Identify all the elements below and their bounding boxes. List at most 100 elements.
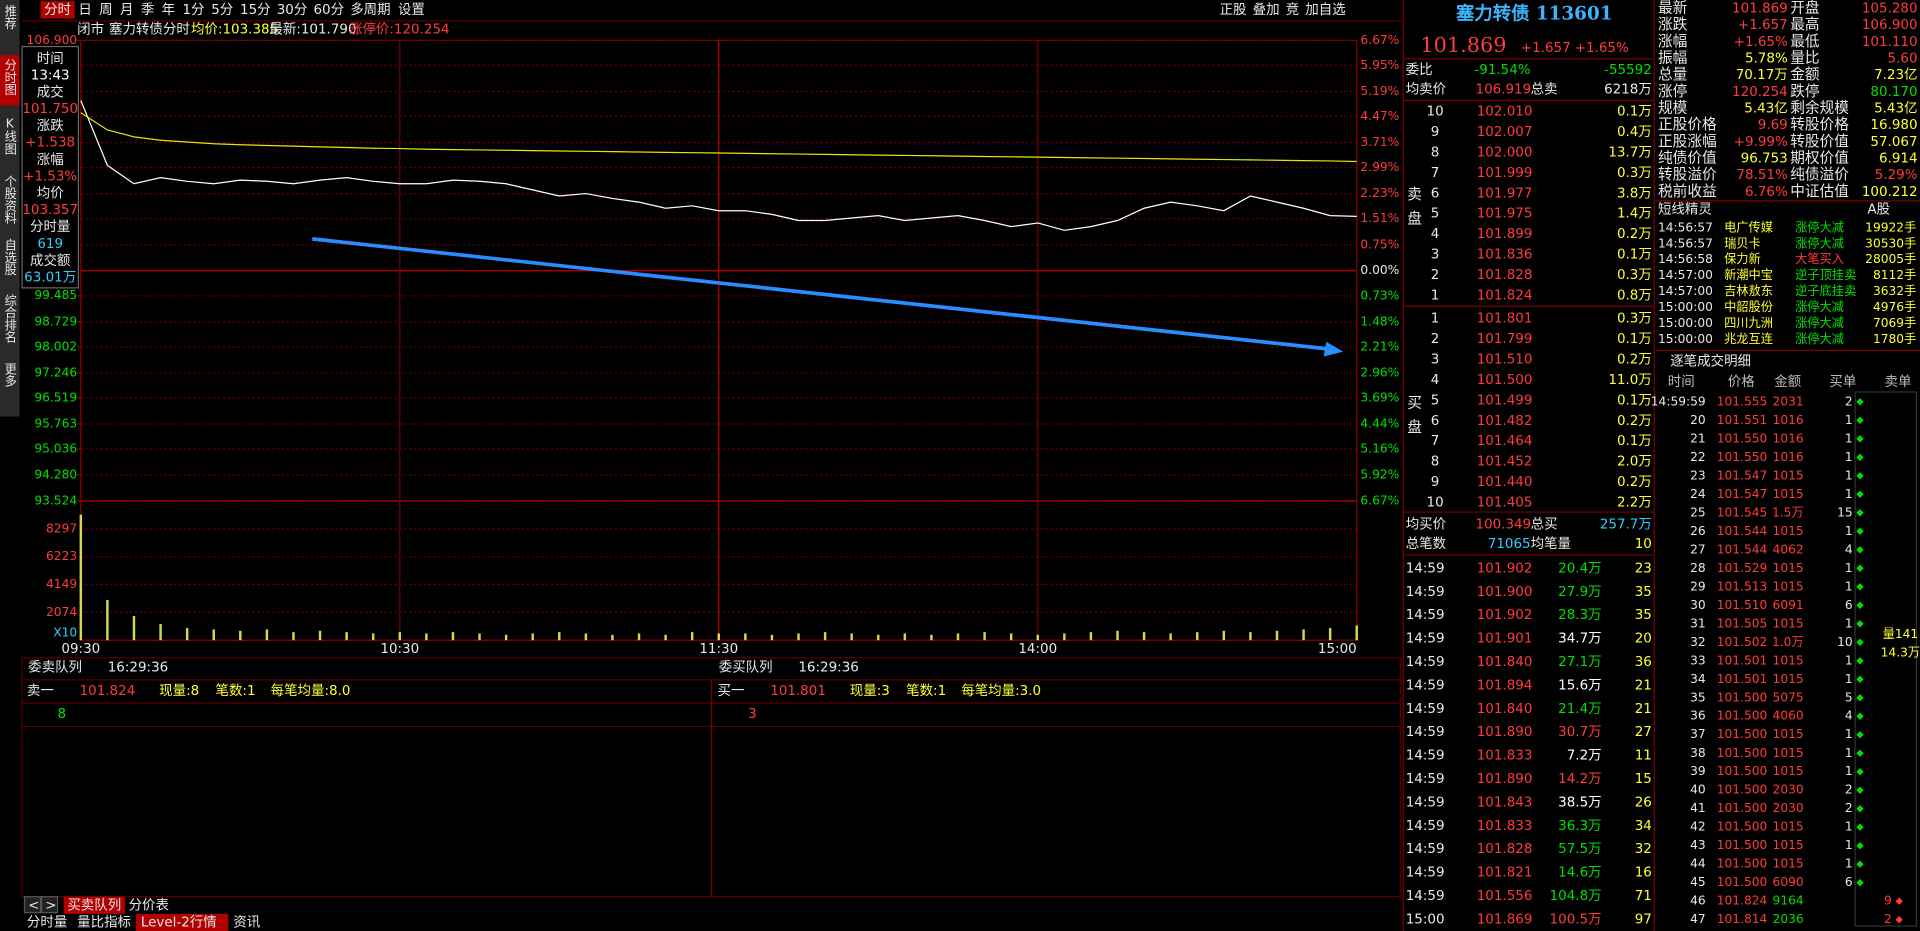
tab[interactable]: Level-2行情	[141, 914, 217, 930]
y-tick-label: 99.485	[34, 288, 77, 302]
alert-event: 涨停大减	[1795, 331, 1844, 346]
tab[interactable]: 分时	[44, 2, 71, 18]
nav-label[interactable]: <	[28, 897, 39, 913]
volume-bar	[664, 634, 667, 641]
tick-time: 36	[1690, 709, 1706, 723]
nav-button[interactable]	[23, 896, 42, 914]
tick-marker	[1856, 731, 1864, 739]
tab[interactable]: 30分	[277, 2, 308, 18]
tab[interactable]: 60分	[313, 2, 344, 18]
tab[interactable]: 1分	[182, 2, 204, 18]
quote-change: +1.657	[1521, 40, 1571, 56]
trade-time: 14:59	[1406, 724, 1445, 740]
volume-bar	[690, 632, 694, 641]
alert-name: 兆龙互连	[1724, 331, 1773, 346]
tick-amount: 1015	[1773, 820, 1804, 834]
tab[interactable]: 季	[141, 2, 154, 18]
info-value: 101.750	[22, 101, 78, 117]
sidebar-tab[interactable]: 综合排名	[3, 294, 17, 343]
tab[interactable]: 5分	[211, 2, 233, 18]
column-header: 卖单	[1884, 374, 1911, 390]
tab[interactable]: 15分	[240, 2, 271, 18]
tick-marker	[1856, 860, 1864, 868]
value: 10	[1635, 536, 1652, 552]
trade-count: 71	[1635, 888, 1652, 904]
sidebar-tab[interactable]: 推荐	[3, 5, 17, 30]
trade-volume: 14.6万	[1558, 865, 1601, 881]
tick-marker	[1856, 509, 1864, 517]
trade-volume: 14.2万	[1558, 771, 1601, 787]
tick-amount: 2036	[1773, 912, 1804, 926]
trade-price: 101.900	[1477, 584, 1533, 600]
tab[interactable]: 多周期	[350, 1, 390, 18]
label: 总买	[1531, 516, 1558, 532]
tab[interactable]: 月	[120, 2, 133, 18]
tab[interactable]: 周	[99, 2, 112, 18]
tick-time: 22	[1690, 450, 1706, 464]
market-select[interactable]: A股	[1867, 201, 1890, 217]
queue-price: 101.824	[80, 683, 136, 699]
tab[interactable]: 设置	[398, 2, 425, 18]
stat-label: 转股价值	[1790, 133, 1849, 150]
tick-time: 37	[1690, 727, 1706, 741]
tick-buy: 1	[1845, 561, 1853, 575]
sidebar-tab[interactable]: 分时图	[3, 59, 17, 96]
nav-button[interactable]	[41, 896, 59, 914]
level-index: 4	[1431, 372, 1440, 388]
stat-label: 正股涨幅	[1658, 133, 1717, 150]
level-index: 6	[1431, 185, 1440, 201]
tool-button[interactable]: 加自选	[1305, 2, 1345, 18]
x-tick-label: 11:30	[699, 641, 738, 657]
tab-active-bg	[135, 913, 229, 931]
tick-time: 26	[1690, 524, 1706, 538]
tool-button[interactable]: 正股	[1220, 2, 1247, 18]
level-price: 101.499	[1477, 392, 1533, 408]
panel-title: 短线精灵	[1658, 201, 1712, 217]
tab[interactable]: 年	[162, 2, 175, 18]
stat-value: 80.170	[1870, 84, 1917, 100]
stat-value: 16.980	[1870, 117, 1917, 133]
volume-bar	[106, 599, 109, 641]
level-index: 9	[1431, 124, 1440, 140]
stat-value: +9.99%	[1734, 134, 1788, 150]
alert-time: 14:57:00	[1658, 284, 1713, 298]
tick-marker	[1856, 583, 1864, 591]
tab[interactable]: 日	[78, 2, 91, 18]
y2-tick-label: 4.44%	[1360, 417, 1399, 431]
sidebar-tab[interactable]: 更多	[3, 363, 17, 388]
tab[interactable]: 买卖队列	[67, 897, 121, 913]
sidebar-tab[interactable]: 自选股	[3, 239, 17, 276]
tick-buy: 1	[1845, 487, 1853, 501]
tick-time: 28	[1690, 561, 1706, 575]
volume-bar	[239, 630, 242, 641]
tool-button[interactable]: 竞	[1286, 1, 1299, 18]
stat-value: 6.914	[1879, 151, 1918, 167]
queue-order: 3	[748, 706, 757, 722]
level-price: 101.799	[1477, 331, 1533, 347]
tab[interactable]: 分价表	[129, 897, 170, 913]
tick-amount: 1015	[1773, 672, 1804, 686]
alert-event: 涨停大减	[1795, 299, 1844, 314]
queue-level: 卖一	[27, 683, 54, 699]
tab[interactable]: 资讯	[233, 914, 260, 930]
sidebar-tab[interactable]: 个股资料	[3, 175, 17, 224]
trade-count: 97	[1635, 911, 1652, 927]
sidebar-tab[interactable]: K线图	[3, 116, 17, 154]
alert-event: 大笔买入	[1795, 251, 1844, 266]
level-index: 7	[1431, 433, 1440, 449]
trade-time: 14:59	[1406, 584, 1445, 600]
level-qty: 1.4万	[1617, 206, 1652, 222]
stat-label: 税前收益	[1658, 183, 1717, 200]
tool-button[interactable]: 叠加	[1253, 2, 1280, 18]
nav-label[interactable]: >	[45, 897, 56, 913]
tick-sell: 2	[1884, 912, 1892, 926]
tick-time: 38	[1690, 746, 1706, 760]
stat-value: +1.65%	[1734, 34, 1788, 50]
level-qty: 3.8万	[1617, 185, 1652, 201]
queue-volume: 现量:3	[850, 683, 890, 699]
trade-volume: 30.7万	[1558, 724, 1601, 740]
trade-count: 32	[1635, 841, 1652, 857]
volume-bar	[930, 634, 933, 641]
tab[interactable]: 量比指标	[77, 914, 131, 930]
tab[interactable]: 分时量	[27, 914, 67, 930]
